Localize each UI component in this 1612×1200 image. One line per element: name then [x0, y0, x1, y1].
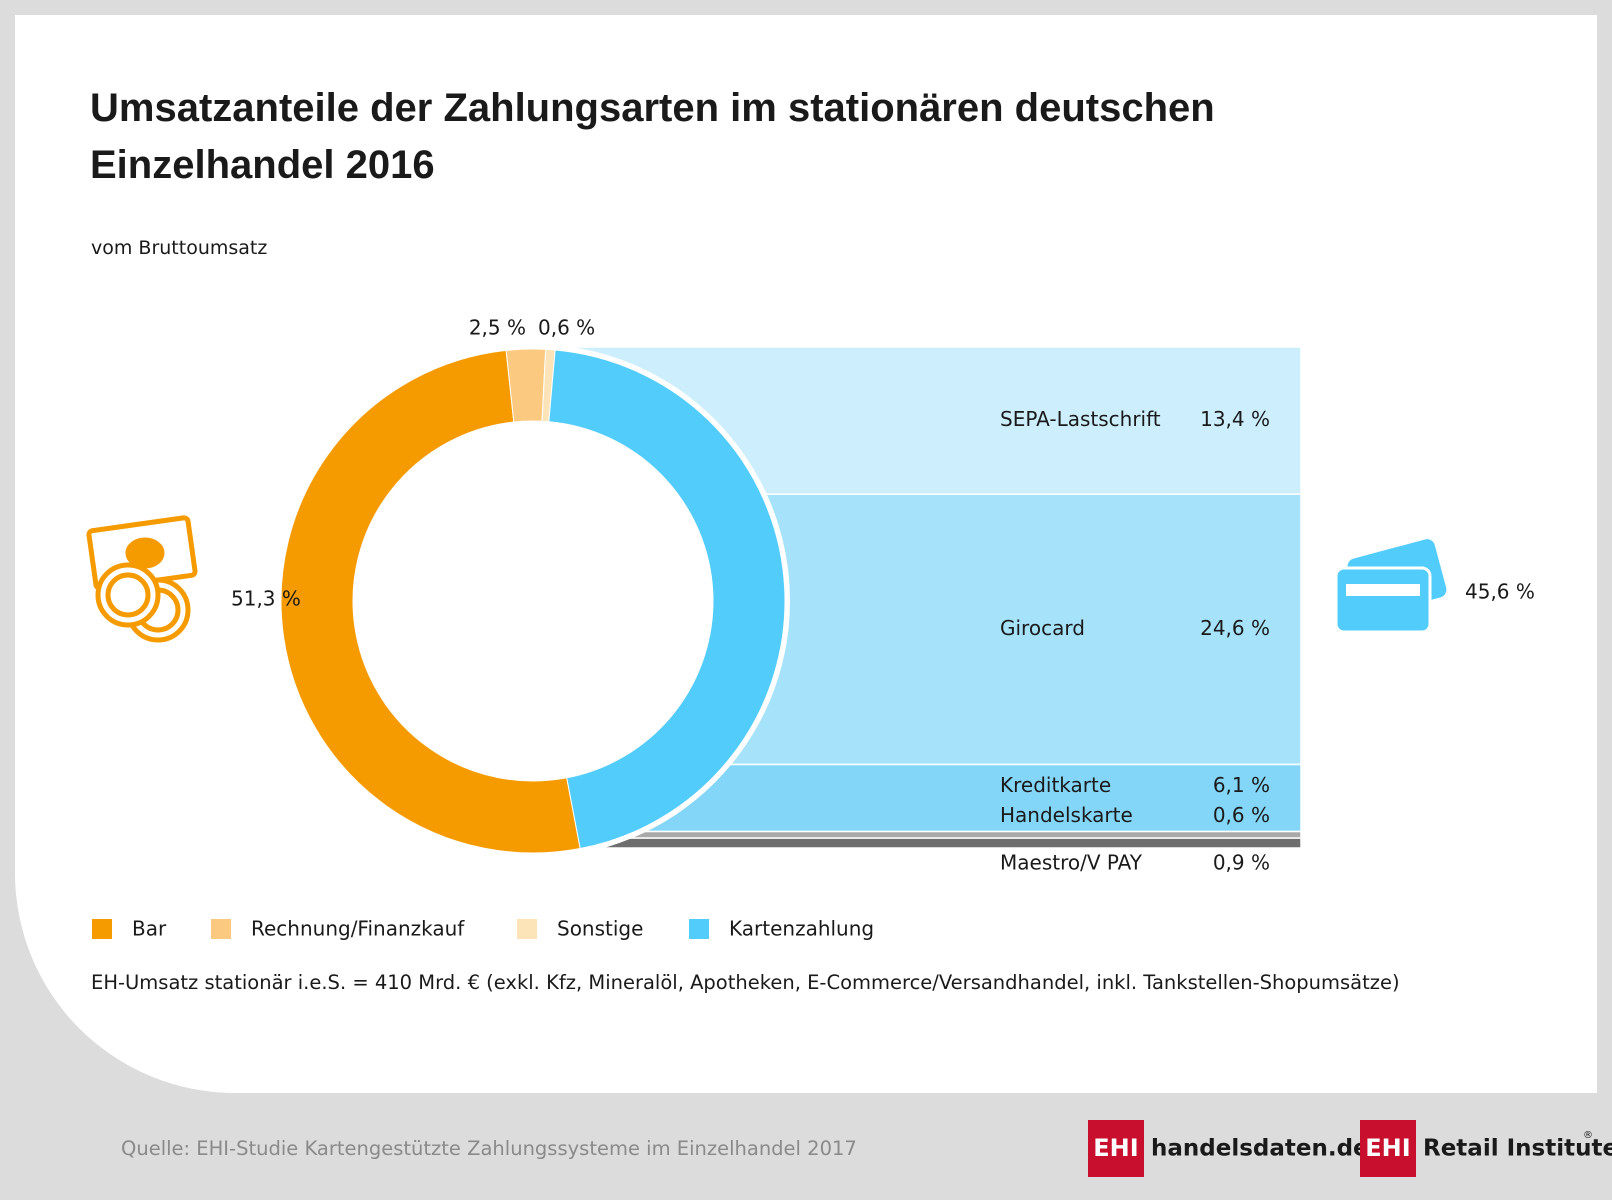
breakdown-band: [532, 837, 1302, 849]
legend-swatch: [211, 919, 231, 939]
cash-icon: [86, 515, 198, 643]
value-label: 51,3 %: [231, 587, 301, 611]
legend-swatch: [92, 919, 112, 939]
chart-title: Umsatzanteile der Zahlungsarten im stati…: [90, 86, 1215, 187]
breakdown-value-label: 24,6 %: [1200, 616, 1270, 640]
subtitle: vom Bruttoumsatz: [91, 237, 268, 259]
note: EH-Umsatz stationär i.e.S. = 410 Mrd. € …: [91, 971, 1400, 994]
pie-slice: [548, 349, 786, 850]
breakdown-value-label: 0,9 %: [1213, 851, 1270, 875]
breakdown-label: Handelskarte: [1000, 803, 1133, 827]
logo-mark: EHI: [1093, 1134, 1138, 1162]
logo-mark: EHI: [1365, 1134, 1410, 1162]
legend-swatch: [517, 919, 537, 939]
value-label: 2,5 %: [469, 316, 526, 340]
source: Quelle: EHI-Studie Kartengestützte Zahlu…: [121, 1137, 857, 1160]
registered-mark: ®: [1583, 1130, 1593, 1141]
card-icon: [1334, 539, 1447, 634]
legend-swatch: [689, 919, 709, 939]
value-label: 0,6 %: [538, 316, 595, 340]
breakdown-value-label: 13,4 %: [1200, 407, 1270, 431]
breakdown-label: Maestro/V PAY: [1000, 851, 1143, 875]
breakdown-label: Girocard: [1000, 616, 1085, 640]
breakdown-band: [532, 830, 1302, 839]
donut-hole: [353, 421, 713, 781]
legend-label: Kartenzahlung: [729, 917, 874, 941]
legend-label: Bar: [132, 917, 167, 941]
logo-box: [1088, 1120, 1144, 1177]
logo-box: [1360, 1120, 1416, 1177]
breakdown-label: SEPA-Lastschrift: [1000, 407, 1161, 431]
legend-label: Sonstige: [557, 917, 643, 941]
breakdown-value-label: 6,1 %: [1213, 773, 1270, 797]
logo-site: handelsdaten.de: [1151, 1136, 1369, 1162]
breakdown-value-label: 0,6 %: [1213, 803, 1270, 827]
breakdown-label: Kreditkarte: [1000, 773, 1111, 797]
logo-institute: Retail Institute: [1423, 1136, 1612, 1162]
value-label: 45,6 %: [1465, 580, 1535, 604]
legend-label: Rechnung/Finanzkauf: [251, 917, 465, 941]
